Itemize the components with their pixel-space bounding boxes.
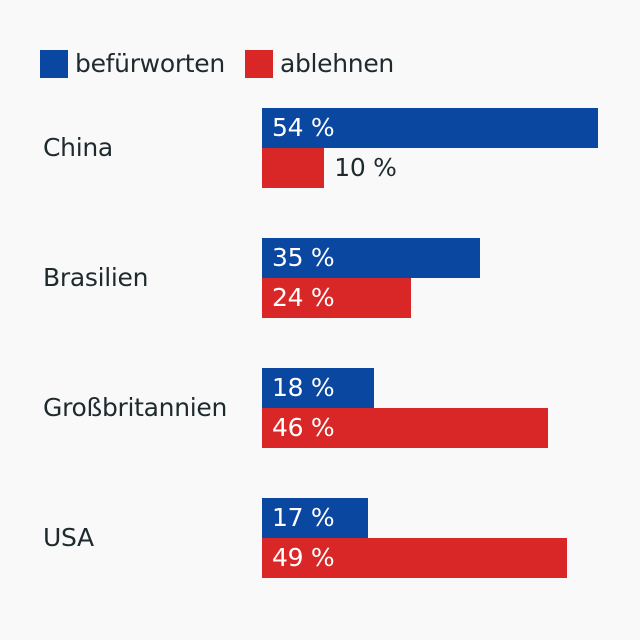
legend-label-ablehnen: ablehnen	[279, 49, 394, 78]
data-label: 46 %	[272, 413, 335, 442]
category-label: Brasilien	[43, 263, 149, 292]
bar-befuerworten	[262, 368, 374, 408]
data-label: 49 %	[272, 543, 335, 572]
bar-ablehnen	[262, 148, 325, 188]
legend-item-ablehnen: ablehnen	[244, 49, 394, 78]
data-label: 54 %	[272, 113, 335, 142]
category-label: Großbritannien	[43, 393, 228, 422]
data-label: 18 %	[272, 373, 335, 402]
data-label: 17 %	[272, 503, 335, 532]
legend: befürworten ablehnen	[40, 50, 414, 78]
bar-befuerworten	[262, 238, 480, 278]
bar-ablehnen	[262, 538, 567, 578]
category-label: USA	[43, 523, 94, 552]
legend-swatch-ablehnen	[244, 50, 273, 78]
bar-ablehnen	[262, 278, 412, 318]
legend-item-befuerworten: befürworten	[40, 50, 225, 78]
bar-befuerworten	[262, 498, 368, 538]
bar-befuerworten	[262, 108, 598, 148]
legend-swatch-befuerworten	[40, 50, 68, 78]
data-label: 10 %	[334, 153, 397, 182]
category-label: China	[43, 133, 113, 162]
data-label: 35 %	[272, 243, 335, 272]
data-label: 24 %	[272, 283, 335, 312]
legend-label-befuerworten: befürworten	[75, 49, 225, 78]
bar-ablehnen	[262, 408, 549, 448]
